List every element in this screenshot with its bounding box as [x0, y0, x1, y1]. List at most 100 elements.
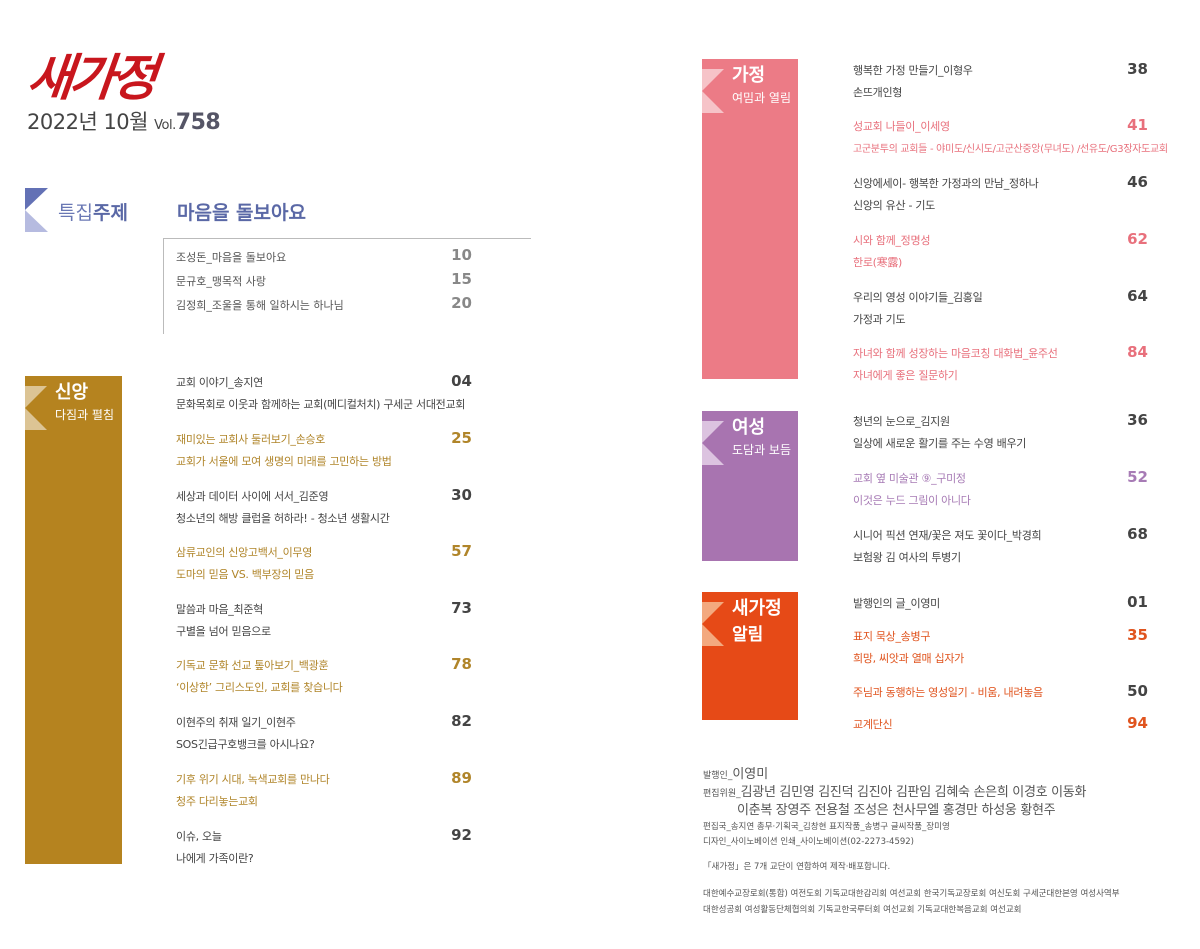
editors-label: 편집위원_ — [703, 789, 741, 799]
section-chevron-icon — [702, 602, 724, 646]
entry-page-number: 94 — [1127, 714, 1148, 732]
entry-page-number: 78 — [451, 655, 472, 673]
publication-note: 「새가정」은 7개 교단이 연합하여 제작·배포합니다. — [703, 862, 891, 872]
feature-box — [163, 238, 531, 334]
entry-title[interactable]: 청년의 눈으로_김지원 — [853, 415, 950, 428]
entry-page-number: 84 — [1127, 343, 1148, 361]
section-title: 여성 — [732, 417, 766, 438]
entry-page-number: 92 — [451, 826, 472, 844]
editors-line-2: 이춘복 장영주 전용철 조성은 천사무엘 홍경만 하성웅 황현주 — [737, 803, 1056, 818]
entry-page-number: 89 — [451, 769, 472, 787]
feature-label-bold: 주제 — [92, 202, 128, 224]
entry-subtitle: 문화목회로 이웃과 함께하는 교회(메디컬처치) 구세군 서대전교회 — [176, 398, 466, 411]
entry-title[interactable]: 이현주의 취재 일기_이현주 — [176, 716, 296, 729]
entry-subtitle: 신앙의 유산 - 기도 — [853, 199, 935, 212]
entry-page-number: 36 — [1127, 411, 1148, 429]
entry-title[interactable]: 기후 위기 시대, 녹색교회를 만나다 — [176, 773, 330, 786]
feature-item-page: 10 — [451, 246, 472, 264]
section-title: 가정 — [732, 65, 766, 86]
entry-title[interactable]: 성교회 나들이_이세영 — [853, 120, 950, 133]
entry-title[interactable]: 기독교 문화 선교 톺아보기_백광훈 — [176, 659, 329, 672]
section-subtitle: 다짐과 펼침 — [55, 408, 115, 422]
entry-title[interactable]: 말씀과 마음_최준혁 — [176, 603, 263, 616]
entry-page-number: 30 — [451, 486, 472, 504]
entry-page-number: 35 — [1127, 626, 1148, 644]
entry-title[interactable]: 시니어 픽션 연재/꽃은 져도 꽃이다_박경희 — [853, 529, 1042, 542]
entry-page-number: 41 — [1127, 116, 1148, 134]
entry-page-number: 52 — [1127, 468, 1148, 486]
feature-title: 마음을 돌보아요 — [177, 202, 306, 224]
entry-title[interactable]: 교회 이야기_송지연 — [176, 376, 263, 389]
section-block-notice: 새가정 알림 — [702, 592, 798, 720]
orgs-line-1: 대한예수교장로회(통합) 여전도회 기독교대한감리회 여선교회 한국기독교장로회… — [703, 889, 1120, 899]
entry-page-number: 64 — [1127, 287, 1148, 305]
entry-subtitle: 한로(寒露) — [853, 256, 903, 269]
entry-title[interactable]: 행복한 가정 만들기_이형우 — [853, 64, 973, 77]
entry-page-number: 82 — [451, 712, 472, 730]
section-subtitle: 도담과 보듬 — [732, 443, 792, 457]
entry-subtitle: 손뜨개인형 — [853, 86, 903, 99]
entry-title[interactable]: 삼류교인의 신앙고백서_이무영 — [176, 546, 313, 559]
feature-chevron-icon — [25, 188, 48, 232]
entry-subtitle: 가정과 기도 — [853, 313, 906, 326]
feature-label: 특집주제 — [58, 198, 128, 225]
entry-page-number: 73 — [451, 599, 472, 617]
issue-date: 2022년 10월 — [27, 110, 148, 134]
staff-line: 편집국_송지연 총무·기획국_김창현 표지작품_송병구 글씨작품_장미영 — [703, 822, 950, 832]
entry-subtitle: 자녀에게 좋은 질문하기 — [853, 369, 958, 382]
entry-subtitle: 일상에 새로운 활기를 주는 수영 배우기 — [853, 437, 1027, 450]
section-title: 신앙 — [55, 382, 89, 403]
entry-page-number: 68 — [1127, 525, 1148, 543]
section-chevron-icon — [702, 421, 724, 465]
section-title: 새가정 — [732, 598, 782, 619]
entry-title[interactable]: 자녀와 함께 성장하는 마음코칭 대화법_윤주선 — [853, 347, 1058, 360]
feature-item-title[interactable]: 조성돈_마음을 돌보아요 — [176, 251, 287, 264]
section-subtitle: 알림 — [732, 625, 764, 645]
vol-label: Vol. — [154, 118, 176, 133]
entry-title[interactable]: 교회 옆 미술관 ⑨_구미정 — [853, 472, 966, 485]
editors: 편집위원_김광년 김민영 김진덕 김진아 김판임 김혜숙 손은희 이경호 이동화 — [703, 781, 1086, 800]
issue-info: 2022년 10월 Vol.758 — [27, 106, 221, 136]
entry-subtitle: 이것은 누드 그림이 아니다 — [853, 494, 971, 507]
entry-subtitle: 구별을 넘어 믿음으로 — [176, 625, 271, 638]
publisher: 발행인_이영미 — [703, 763, 768, 782]
entry-title[interactable]: 시와 함께_정명성 — [853, 234, 931, 247]
entry-subtitle: 청소년의 해방 클럽을 허하라! - 청소년 생활시간 — [176, 512, 390, 525]
entry-title[interactable]: 주님과 동행하는 영성일기 - 비움, 내려놓음 — [853, 686, 1043, 699]
entry-title[interactable]: 세상과 데이터 사이에 서서_김준영 — [176, 490, 329, 503]
entry-page-number: 25 — [451, 429, 472, 447]
entry-title[interactable]: 신앙에세이- 행복한 가정과의 만남_정하나 — [853, 177, 1039, 190]
feature-item-title[interactable]: 김정희_조울을 통해 일하시는 하나님 — [176, 299, 344, 312]
entry-title[interactable]: 표지 묵상_송병구 — [853, 630, 931, 643]
entry-title[interactable]: 재미있는 교회사 둘러보기_손승호 — [176, 433, 326, 446]
design-line: 디자인_사이노베이션 인쇄_사이노베이션(02-2273-4592) — [703, 837, 914, 847]
entry-page-number: 50 — [1127, 682, 1148, 700]
entry-subtitle: 나에게 가족이란? — [176, 852, 254, 865]
publisher-name: 이영미 — [732, 767, 769, 782]
entry-title[interactable]: 우리의 영성 이야기들_김홍일 — [853, 291, 983, 304]
entry-subtitle: 희망, 씨앗과 열매 십자가 — [853, 652, 964, 665]
entry-subtitle: 보험왕 김 여사의 투병기 — [853, 551, 961, 564]
entry-title[interactable]: 이슈, 오늘 — [176, 830, 222, 843]
feature-item-title[interactable]: 문규호_맹목적 사랑 — [176, 275, 266, 288]
section-subtitle: 여밈과 열림 — [732, 91, 792, 105]
editors-line-1: 김광년 김민영 김진덕 김진아 김판임 김혜숙 손은희 이경호 이동화 — [740, 785, 1087, 800]
entry-page-number: 38 — [1127, 60, 1148, 78]
entry-page-number: 46 — [1127, 173, 1148, 191]
section-block-family: 가정 여밈과 열림 — [702, 59, 798, 379]
entry-subtitle: 고군분투의 교회들 - 야미도/신시도/고군산중앙(무녀도) /선유도/G3장자… — [853, 144, 1168, 155]
feature-item-page: 20 — [451, 294, 472, 312]
entry-title[interactable]: 발행인의 글_이영미 — [853, 597, 940, 610]
section-chevron-icon — [702, 69, 724, 113]
feature-label-light: 특집 — [58, 202, 93, 224]
section-block-women: 여성 도담과 보듬 — [702, 411, 798, 561]
publisher-label: 발행인_ — [703, 771, 733, 781]
magazine-logo: 새가정 — [24, 48, 157, 107]
section-chevron-icon — [25, 386, 47, 430]
feature-item-page: 15 — [451, 270, 472, 288]
section-block-faith: 신앙 다짐과 펼침 — [25, 376, 122, 864]
vol-number: 758 — [175, 110, 221, 135]
entry-title[interactable]: 교계단신 — [853, 718, 893, 731]
entry-subtitle: 도마의 믿음 VS. 백부장의 믿음 — [176, 568, 314, 581]
entry-page-number: 62 — [1127, 230, 1148, 248]
